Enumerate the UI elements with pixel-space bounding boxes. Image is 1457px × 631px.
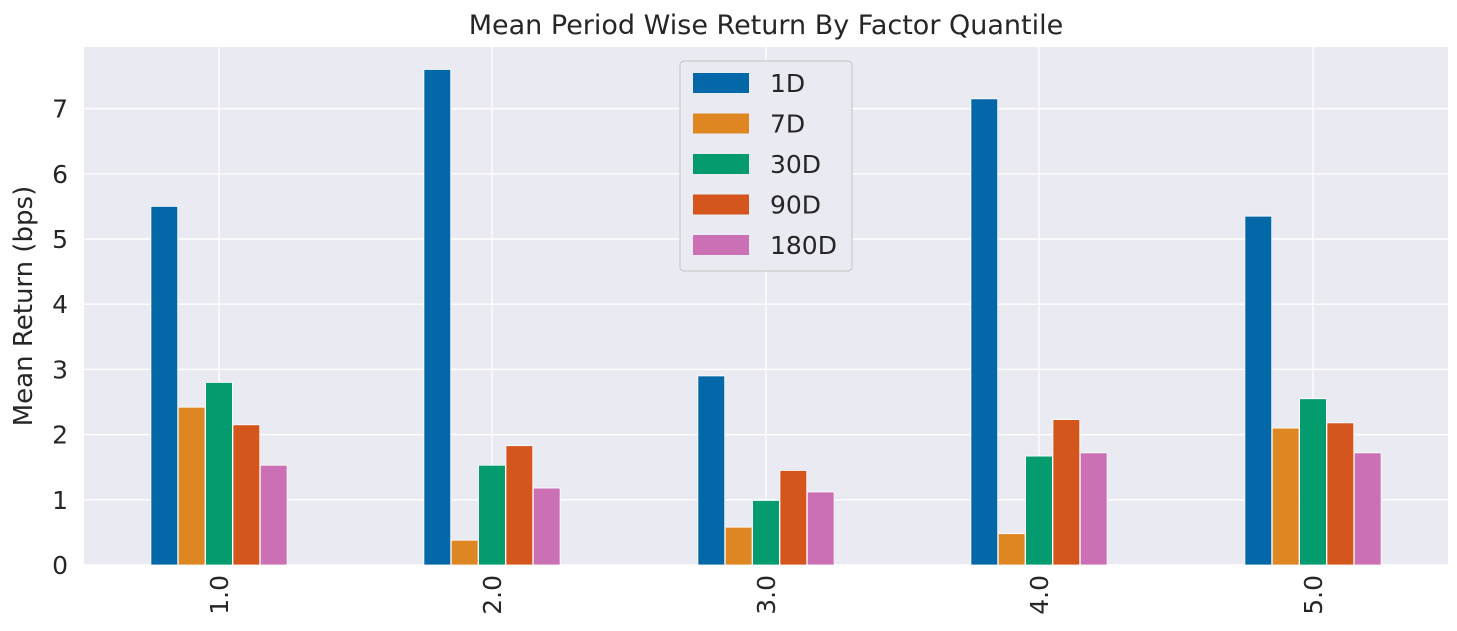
x-tick-label: 5.0 [1299,575,1328,615]
bar-1d-q1 [150,205,179,566]
y-tick-label: 4 [52,290,68,319]
bar-90d-q4 [1052,419,1081,566]
bar-1d-q4 [970,98,999,566]
legend-swatch-30d [693,154,749,174]
bar-90d-q1 [232,424,261,566]
legend-swatch-7d [693,113,749,134]
bar-7d-q2 [450,539,479,566]
legend-swatch-90d [693,194,749,215]
bar-30d-q2 [478,464,506,566]
legend-label: 7D [770,110,805,139]
bar-180d-q5 [1353,452,1382,566]
y-tick-label: 6 [52,160,68,189]
bar-7d-q5 [1271,427,1300,566]
legend-label: 180D [770,231,837,260]
y-axis-label: Mean Return (bps) [9,186,39,427]
x-tick-label: 3.0 [752,575,781,615]
bar-30d-q3 [752,500,780,566]
bar-90d-q5 [1326,422,1355,566]
bar-7d-q4 [997,533,1026,566]
bar-180d-q4 [1079,452,1108,566]
bar-30d-q5 [1299,398,1327,566]
bar-7d-q3 [724,526,753,566]
legend-label: 30D [770,150,821,179]
bar-90d-q2 [505,445,534,566]
bar-7d-q1 [177,406,206,566]
y-tick-label: 0 [52,551,68,580]
bar-180d-q3 [806,491,835,566]
x-tick-label: 2.0 [478,575,507,615]
legend-label: 1D [770,69,805,98]
y-tick-label: 7 [52,95,68,124]
bar-30d-q4 [1025,455,1053,566]
legend: 1D 7D 30D 90D 180D [679,60,853,272]
bar-1d-q3 [697,375,726,566]
y-tick-label: 2 [52,421,68,450]
chart-title: Mean Period Wise Return By Factor Quanti… [469,10,1064,41]
bar-180d-q1 [259,464,288,566]
bars [150,69,1382,566]
bar-30d-q1 [205,382,233,566]
y-tick-label: 5 [52,225,68,254]
x-tick-label: 1.0 [205,575,234,615]
x-tick-labels: 1.0 2.0 3.0 4.0 5.0 [205,575,1328,615]
bar-1d-q5 [1244,215,1273,566]
grid-lines [84,47,1448,566]
y-tick-label: 3 [52,355,68,384]
bar-1d-q2 [423,69,452,566]
legend-swatch-180d [693,235,749,255]
y-tick-label: 1 [52,486,68,515]
y-tick-labels: 0 1 2 3 4 5 6 7 [52,95,68,580]
legend-label: 90D [770,191,821,220]
x-tick-label: 4.0 [1025,575,1054,615]
bar-90d-q3 [779,470,808,566]
legend-swatch-1d [693,73,749,93]
bar-180d-q2 [532,487,561,566]
